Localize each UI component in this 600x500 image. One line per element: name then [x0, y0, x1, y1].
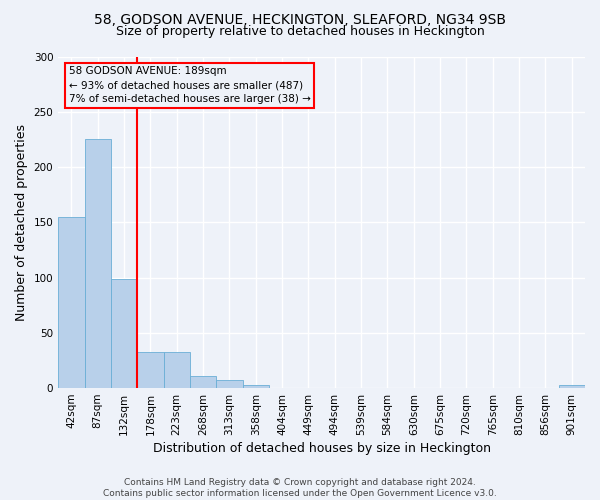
Bar [164, 352, 190, 388]
Bar [111, 278, 137, 388]
Bar [216, 380, 242, 388]
Bar [559, 385, 585, 388]
X-axis label: Distribution of detached houses by size in Heckington: Distribution of detached houses by size … [152, 442, 491, 455]
Text: Contains HM Land Registry data © Crown copyright and database right 2024.
Contai: Contains HM Land Registry data © Crown c… [103, 478, 497, 498]
Bar [190, 376, 216, 388]
Text: 58 GODSON AVENUE: 189sqm
← 93% of detached houses are smaller (487)
7% of semi-d: 58 GODSON AVENUE: 189sqm ← 93% of detach… [69, 66, 311, 104]
Text: Size of property relative to detached houses in Heckington: Size of property relative to detached ho… [116, 25, 484, 38]
Bar [85, 140, 111, 388]
Y-axis label: Number of detached properties: Number of detached properties [15, 124, 28, 321]
Bar [137, 352, 164, 388]
Bar [242, 385, 269, 388]
Bar [58, 217, 85, 388]
Text: 58, GODSON AVENUE, HECKINGTON, SLEAFORD, NG34 9SB: 58, GODSON AVENUE, HECKINGTON, SLEAFORD,… [94, 12, 506, 26]
